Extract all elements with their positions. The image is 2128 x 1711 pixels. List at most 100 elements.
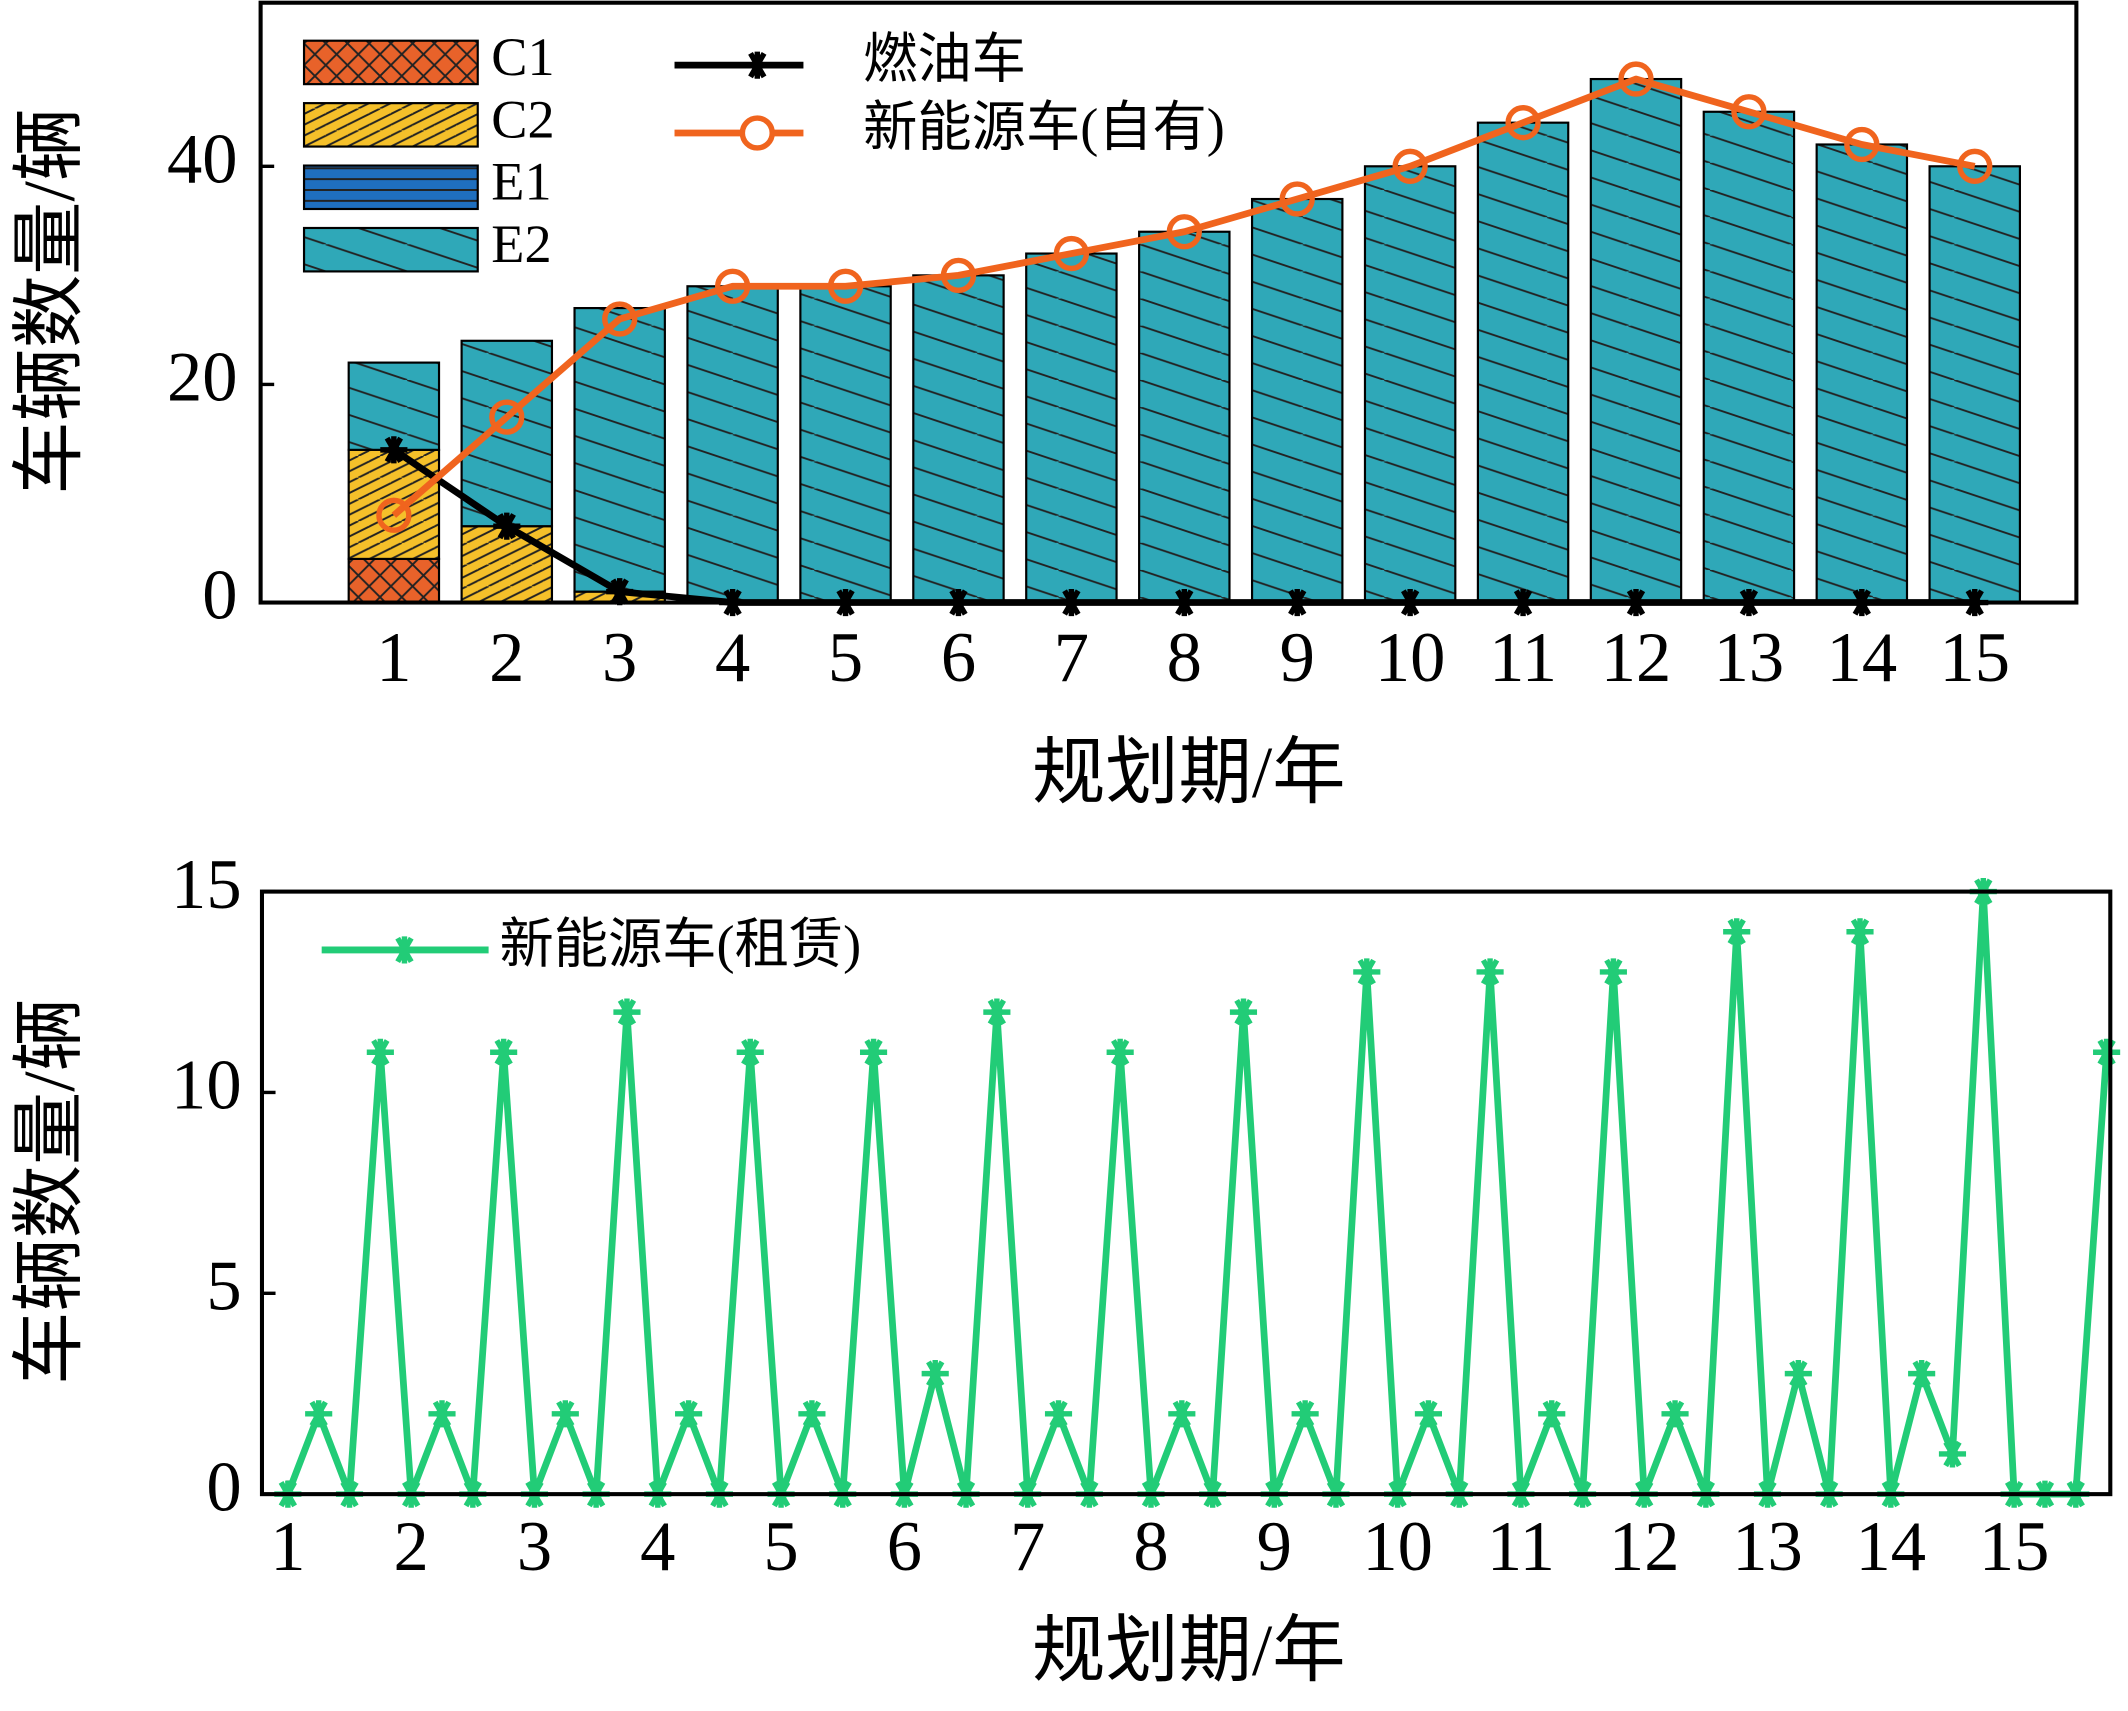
marker-core <box>1175 1407 1188 1420</box>
bar-segment <box>1138 230 1231 604</box>
x-axis-label: 规划期/年 <box>1032 732 1345 813</box>
line <box>284 888 2110 1498</box>
y-tick-label: 10 <box>171 1047 242 1125</box>
marker-core <box>1792 1367 1805 1380</box>
marker <box>1618 61 1654 97</box>
legend-label: 新能源车(自有) <box>863 97 1225 157</box>
marker-core <box>500 520 513 533</box>
marker-group <box>1661 1400 1689 1428</box>
marker-group <box>675 1400 703 1428</box>
bar-segment <box>347 361 441 451</box>
y-axis-label: 车辆数量/辆 <box>9 998 90 1385</box>
marker-core <box>1915 1367 1928 1380</box>
marker-group <box>1106 1038 1134 1066</box>
marker <box>602 301 638 337</box>
marker-group <box>798 1400 826 1428</box>
marker-core <box>1483 965 1497 979</box>
x-tick-label: 12 <box>1609 1508 1680 1586</box>
marker-core <box>1545 1407 1558 1420</box>
marker <box>376 497 412 533</box>
x-tick-label: 15 <box>1939 619 2010 697</box>
marker-group <box>551 1400 579 1428</box>
marker <box>1731 94 1767 130</box>
legend-swatch <box>302 226 479 273</box>
marker-group <box>1908 1360 1936 1388</box>
marker-group <box>1168 1400 1196 1428</box>
marker-core <box>374 1046 387 1059</box>
marker-group <box>1044 1400 1073 1428</box>
x-tick-label: 4 <box>715 619 750 697</box>
y-tick-label: 20 <box>167 339 238 417</box>
marker-group <box>921 1360 949 1388</box>
x-tick-label: 13 <box>1714 619 1785 697</box>
marker-core <box>1668 1407 1682 1420</box>
x-tick-label: 10 <box>1375 619 1446 697</box>
x-tick-label: 2 <box>394 1508 429 1586</box>
marker-core <box>1237 1005 1250 1019</box>
x-tick-label: 6 <box>887 1508 922 1586</box>
bar-segment <box>1815 143 1909 604</box>
marker-group <box>2093 1038 2121 1066</box>
marker <box>1844 126 1880 163</box>
legend-swatch <box>302 102 479 148</box>
marker-core <box>1853 925 1867 938</box>
line <box>391 75 1976 518</box>
x-tick-label: 13 <box>1732 1508 1803 1586</box>
plot-frame <box>258 0 2079 605</box>
legend-label: E1 <box>491 152 551 212</box>
x-tick-label: 8 <box>1167 619 1202 697</box>
marker <box>1505 105 1541 141</box>
x-tick-label: 8 <box>1133 1508 1168 1586</box>
x-tick-label: 15 <box>1979 1508 2050 1586</box>
x-tick-label: 11 <box>1489 619 1557 697</box>
marker-group <box>1476 958 1504 986</box>
marker-core <box>613 585 626 598</box>
marker-group <box>428 1400 456 1428</box>
marker-core <box>312 1407 325 1420</box>
legend-swatch <box>302 164 479 211</box>
marker-core <box>751 59 764 72</box>
x-tick-label: 11 <box>1487 1508 1555 1586</box>
x-tick-label: 3 <box>602 619 637 697</box>
marker-core <box>497 1046 510 1059</box>
x-tick-label: 4 <box>640 1508 675 1586</box>
bar-segment <box>799 285 892 604</box>
x-tick-label: 7 <box>1010 1508 1045 1586</box>
marker-group <box>859 1038 888 1066</box>
marker-group <box>490 1038 518 1066</box>
marker-group <box>983 998 1011 1026</box>
marker <box>940 257 977 294</box>
marker-group <box>380 436 408 464</box>
bar-segment <box>1025 252 1118 604</box>
marker <box>827 268 864 304</box>
marker-core <box>559 1407 572 1420</box>
marker <box>489 399 525 435</box>
marker <box>1957 148 1993 184</box>
x-tick-label: 14 <box>1827 619 1898 697</box>
marker-core <box>620 1005 634 1019</box>
marker-core <box>867 1046 880 1059</box>
marker-core <box>398 943 411 957</box>
plot-frame <box>259 889 2113 1497</box>
legend-swatch <box>302 39 479 86</box>
bar-segment <box>573 306 666 593</box>
x-tick-label: 5 <box>763 1508 798 1586</box>
marker-core <box>1114 1046 1127 1059</box>
marker-group <box>1414 1400 1442 1428</box>
x-tick-label: 1 <box>270 1508 305 1586</box>
bar-segment <box>1363 165 1457 604</box>
marker-group <box>366 1038 394 1066</box>
bar-segment <box>347 448 441 561</box>
x-axis-label: 规划期/年 <box>1032 1610 1345 1691</box>
marker-group <box>736 1038 764 1066</box>
marker-core <box>435 1407 449 1420</box>
marker-group <box>305 1400 333 1428</box>
bar-segment <box>1589 77 1683 604</box>
marker-group <box>1538 1400 1566 1428</box>
y-tick-label: 5 <box>206 1247 241 1325</box>
marker-group <box>1784 1360 1812 1388</box>
marker-core <box>387 443 400 456</box>
marker-group <box>1599 958 1627 986</box>
legend-label: C2 <box>491 89 554 149</box>
